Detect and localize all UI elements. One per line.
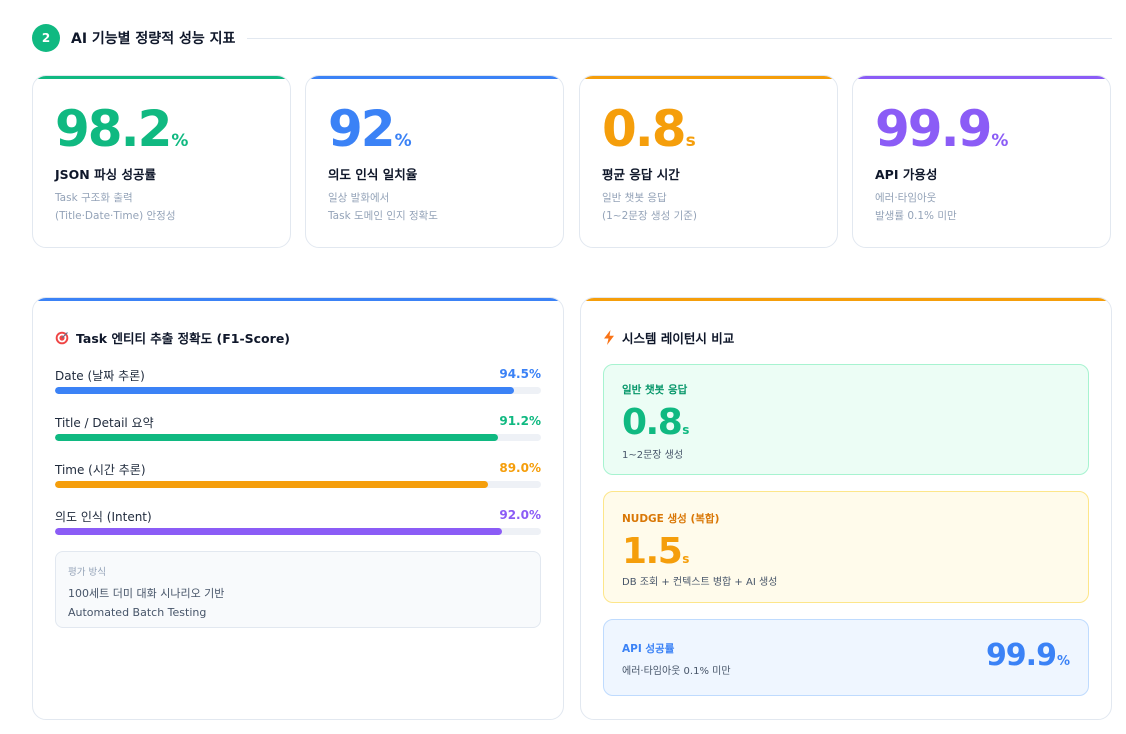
api-name: API 성공률: [622, 643, 675, 655]
latency-number: 1.5: [622, 531, 683, 572]
stat-desc-line: 에러·타임아웃: [875, 192, 937, 204]
stat-card-json-parsing: 98.2 % JSON 파싱 성공률 Task 구조화 출력 (Title·Da…: [32, 75, 291, 248]
latency-chatbot-box: 일반 챗봇 응답 0.8 s 1~2문장 생성: [603, 364, 1089, 475]
latency-nudge-box: NUDGE 생성 (복합) 1.5 s DB 조회 + 컨텍스트 병합 + AI…: [603, 491, 1089, 603]
stat-label: API 가용성: [875, 167, 938, 182]
f1-value: 92.0%: [499, 508, 541, 522]
method-line: 100세트 더미 대화 시나리오 기반: [68, 587, 225, 600]
card-accent-bar: [33, 76, 290, 79]
progress-track: [55, 434, 541, 441]
f1-label: Date (날짜 추론): [55, 369, 145, 383]
step-number-badge: 2: [32, 24, 60, 52]
stat-unit: %: [171, 131, 189, 151]
section-divider: [247, 37, 1112, 39]
lightning-icon: [604, 330, 614, 345]
f1-row-title-detail: Title / Detail 요약 91.2%: [55, 414, 541, 448]
stat-value: 98.2 %: [55, 100, 188, 158]
latency-value: 1.5 s: [622, 532, 689, 572]
stat-desc-line: 일반 챗봇 응답: [602, 192, 667, 204]
progress-track: [55, 481, 541, 488]
f1-row-time: Time (시간 추론) 89.0%: [55, 461, 541, 495]
stat-number: 99.9: [875, 100, 992, 158]
stat-number: 0.8: [602, 100, 687, 158]
api-value: 99.9 %: [986, 638, 1070, 673]
f1-score-panel: Task 엔티티 추출 정확도 (F1-Score) Date (날짜 추론) …: [32, 297, 564, 720]
stat-value: 99.9 %: [875, 100, 1008, 158]
method-title: 평가 방식: [68, 567, 106, 578]
f1-value: 91.2%: [499, 414, 541, 428]
progress-fill: [55, 481, 488, 488]
stat-desc-line: (1~2문장 생성 기준): [602, 210, 697, 222]
f1-label: Time (시간 추론): [55, 463, 146, 477]
latency-number: 0.8: [622, 402, 683, 443]
panel-accent-bar: [33, 298, 563, 301]
panel-title-text: Task 엔티티 추출 정확도 (F1-Score): [76, 331, 291, 346]
stat-label: 평균 응답 시간: [602, 167, 680, 182]
stat-unit: %: [991, 131, 1009, 151]
api-unit: %: [1056, 654, 1070, 669]
panel-title-text: 시스템 레이턴시 비교: [622, 331, 735, 346]
f1-value: 94.5%: [499, 367, 541, 381]
stat-desc-line: (Title·Date·Time) 안정성: [55, 210, 176, 222]
card-accent-bar: [580, 76, 837, 79]
progress-track: [55, 528, 541, 535]
latency-unit: s: [682, 423, 690, 437]
stat-unit: s: [685, 131, 696, 151]
stat-label: JSON 파싱 성공률: [55, 167, 156, 182]
evaluation-method-box: 평가 방식 100세트 더미 대화 시나리오 기반 Automated Batc…: [55, 551, 541, 628]
f1-row-intent: 의도 인식 (Intent) 92.0%: [55, 508, 541, 542]
progress-fill: [55, 528, 503, 535]
latency-panel: 시스템 레이턴시 비교 일반 챗봇 응답 0.8 s 1~2문장 생성 NUDG…: [580, 297, 1112, 720]
api-success-box: API 성공률 에러·타임아웃 0.1% 미만 99.9 %: [603, 619, 1089, 696]
latency-name: NUDGE 생성 (복합): [622, 513, 720, 525]
stat-description: 일상 발화에서 Task 도메인 인지 정확도: [328, 189, 438, 225]
f1-row-date: Date (날짜 추론) 94.5%: [55, 367, 541, 401]
stat-desc-line: 일상 발화에서: [328, 192, 390, 204]
panel-title: Task 엔티티 추출 정확도 (F1-Score): [55, 328, 290, 347]
stat-value: 92 %: [328, 100, 412, 158]
api-number: 99.9: [985, 638, 1057, 673]
latency-name: 일반 챗봇 응답: [622, 384, 688, 396]
stat-desc-line: Task 구조화 출력: [55, 192, 133, 204]
target-icon: [55, 331, 69, 344]
latency-desc: 1~2문장 생성: [622, 450, 684, 461]
section-title: AI 기능별 정량적 성능 지표: [71, 31, 236, 47]
stat-card-response-time: 0.8 s 평균 응답 시간 일반 챗봇 응답 (1~2문장 생성 기준): [579, 75, 838, 248]
progress-fill: [55, 387, 515, 394]
api-desc: 에러·타임아웃 0.1% 미만: [622, 666, 731, 677]
stat-label: 의도 인식 일치율: [328, 167, 418, 182]
stat-unit: %: [394, 131, 412, 151]
latency-desc: DB 조회 + 컨텍스트 병합 + AI 생성: [622, 577, 778, 588]
card-accent-bar: [306, 76, 563, 79]
stat-number: 98.2: [55, 100, 172, 158]
f1-label: Title / Detail 요약: [55, 416, 154, 430]
panel-title: 시스템 레이턴시 비교: [603, 328, 734, 347]
stat-description: Task 구조화 출력 (Title·Date·Time) 안정성: [55, 189, 175, 225]
progress-fill: [55, 434, 499, 441]
stat-desc-line: Task 도메인 인지 정확도: [328, 210, 438, 222]
stat-desc-line: 발생률 0.1% 미만: [875, 210, 957, 222]
stat-number: 92: [328, 100, 396, 158]
f1-label: 의도 인식 (Intent): [55, 510, 152, 524]
f1-value: 89.0%: [499, 461, 541, 475]
card-accent-bar: [853, 76, 1110, 79]
stat-description: 일반 챗봇 응답 (1~2문장 생성 기준): [602, 189, 697, 225]
method-line: Automated Batch Testing: [68, 606, 207, 619]
latency-value: 0.8 s: [622, 403, 689, 443]
stat-value: 0.8 s: [602, 100, 696, 158]
panel-accent-bar: [581, 298, 1111, 301]
latency-unit: s: [682, 552, 690, 566]
stat-card-api-availability: 99.9 % API 가용성 에러·타임아웃 발생률 0.1% 미만: [852, 75, 1111, 248]
stat-card-intent-match: 92 % 의도 인식 일치율 일상 발화에서 Task 도메인 인지 정확도: [305, 75, 564, 248]
section-header: 2 AI 기능별 정량적 성능 지표: [32, 24, 1112, 52]
progress-track: [55, 387, 541, 394]
stat-description: 에러·타임아웃 발생률 0.1% 미만: [875, 189, 957, 225]
